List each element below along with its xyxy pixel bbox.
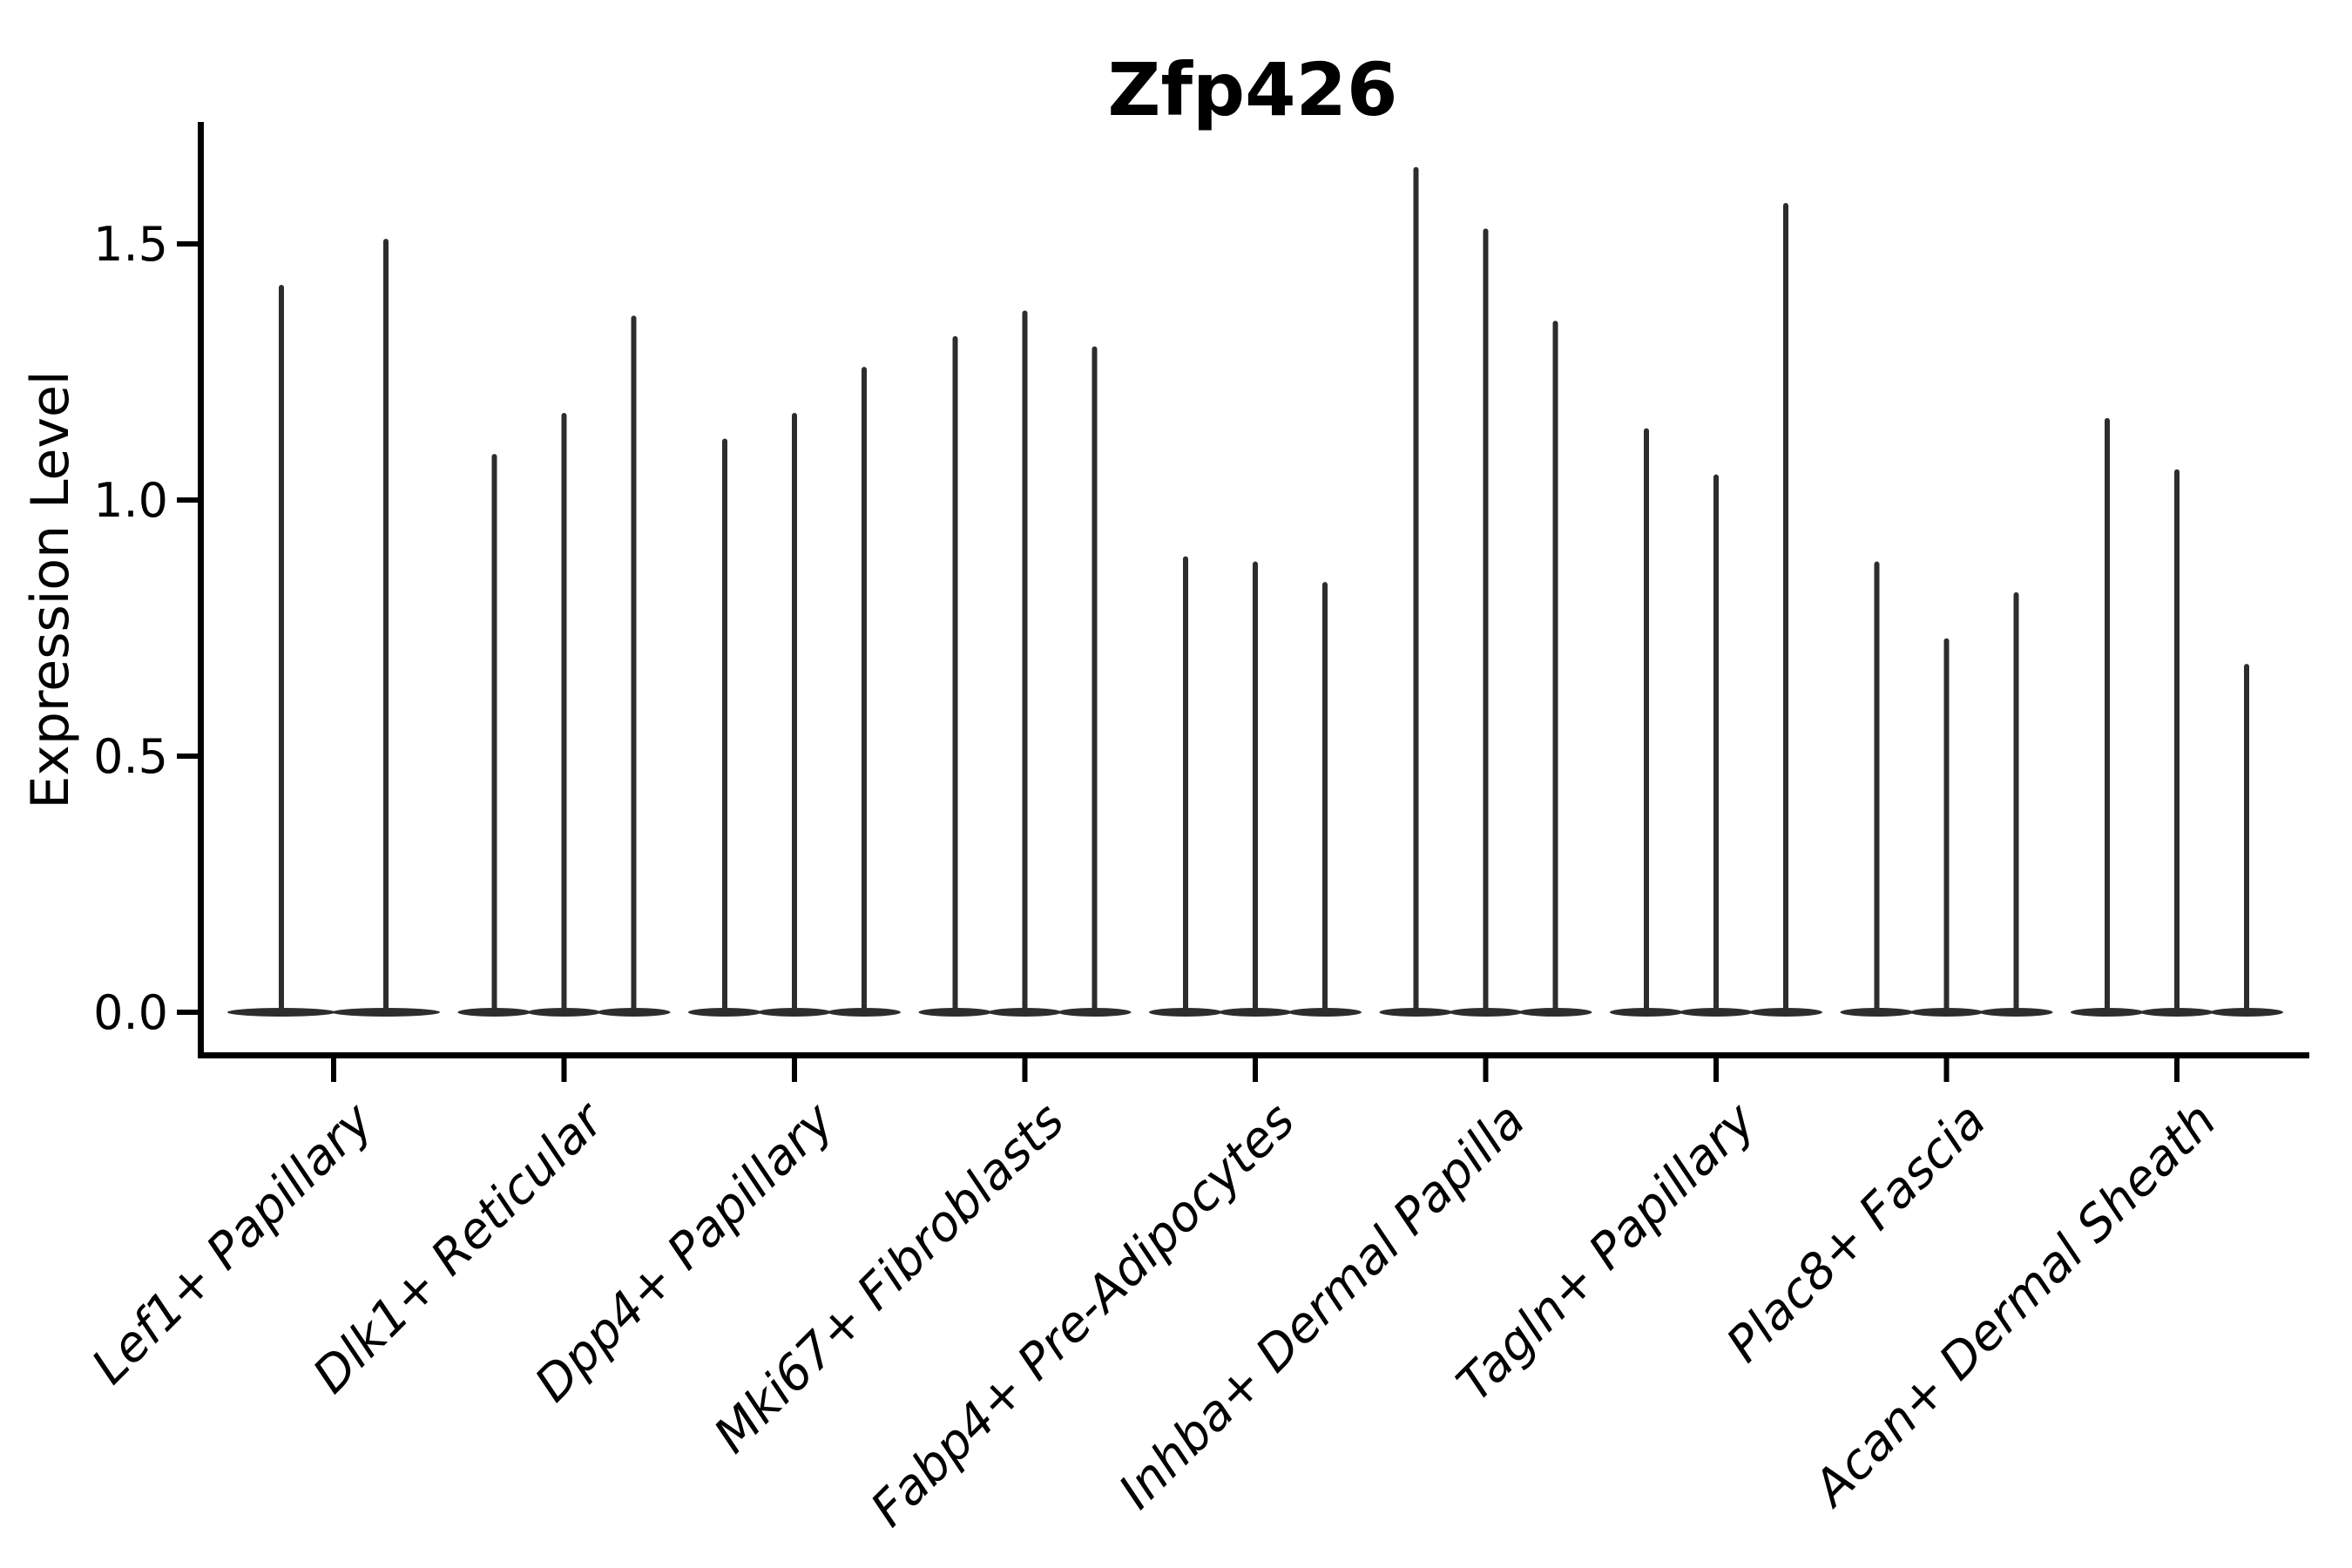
- x-tick-mark: [1022, 1058, 1028, 1082]
- y-tick-label: 0.0: [93, 985, 168, 1040]
- y-tick-mark: [177, 241, 198, 247]
- y-tick-label: 1.0: [93, 473, 168, 528]
- violin-group: [2071, 417, 2283, 1017]
- x-tick-mark: [1253, 1058, 1258, 1082]
- y-axis-title: Expression Level: [20, 370, 81, 808]
- y-tick-mark: [177, 497, 198, 503]
- x-tick-mark: [561, 1058, 567, 1082]
- x-tick-label: Acan+ Dermal Sheath: [1801, 1092, 2227, 1518]
- y-tick-mark: [177, 754, 198, 759]
- x-tick-mark: [1943, 1058, 1950, 1082]
- y-tick-mark: [177, 1010, 198, 1015]
- y-tick-label: 0.5: [93, 729, 168, 784]
- violin-group: [918, 310, 1132, 1017]
- x-tick-mark: [1713, 1058, 1719, 1082]
- violin-group: [457, 315, 671, 1017]
- x-axis-spine: [198, 1052, 2309, 1058]
- x-tick-mark: [1483, 1058, 1489, 1082]
- chart-title: Zfp426: [1108, 47, 1398, 132]
- violins-layer: [227, 166, 2283, 1017]
- x-tick-label: Fabp4+ Pre-Adipocytes: [861, 1092, 1306, 1538]
- violin-group: [688, 367, 901, 1017]
- violin-group: [227, 239, 440, 1017]
- y-axis-spine: [198, 122, 204, 1058]
- y-tick-label: 1.5: [93, 217, 168, 272]
- violin-group: [1379, 166, 1592, 1017]
- x-tick-mark: [2174, 1058, 2180, 1082]
- y-axis-ticks: 0.0 0.5 1.0 1.5: [93, 217, 198, 1040]
- x-tick-mark: [792, 1058, 797, 1082]
- violin-group: [1610, 202, 1822, 1017]
- x-tick-label: Inhba+ Dermal Papilla: [1108, 1092, 1536, 1520]
- violin-group: [1149, 556, 1362, 1017]
- x-tick-mark: [331, 1058, 336, 1082]
- violin-group: [1840, 561, 2053, 1017]
